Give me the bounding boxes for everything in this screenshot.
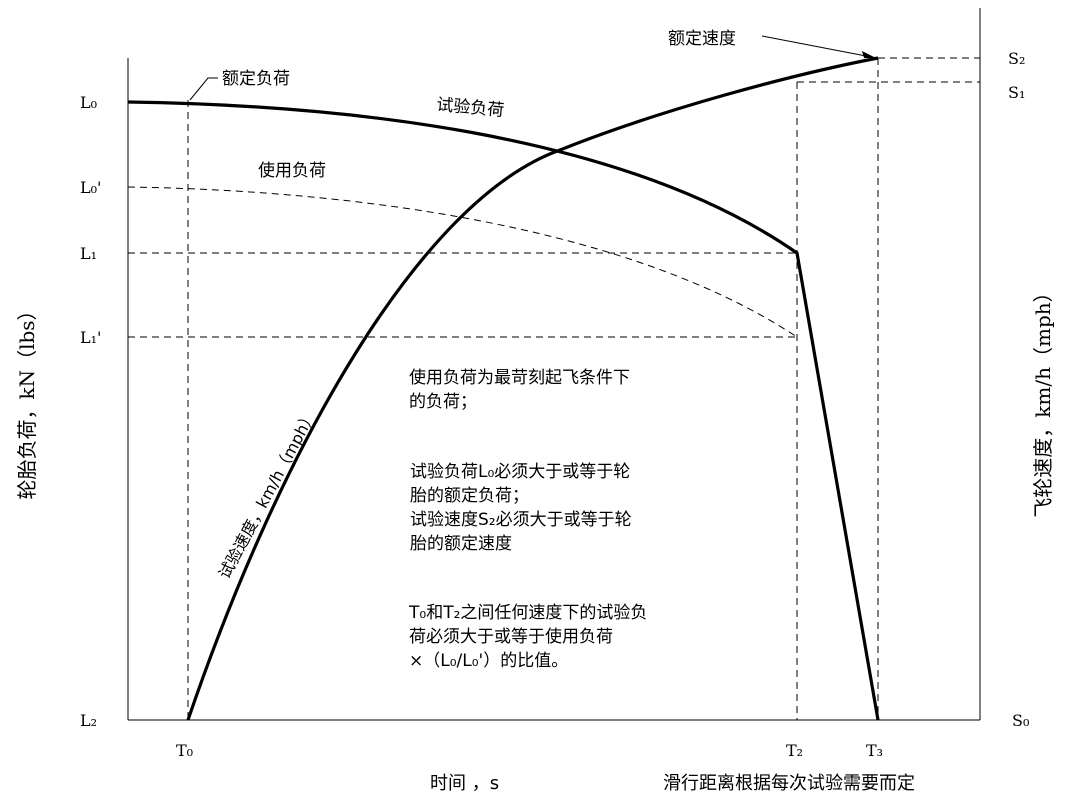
left-axis-title: 轮胎负荷，kN（lbs）: [15, 300, 39, 499]
tick-L0: L₀: [80, 93, 97, 112]
note2-line3: 试验速度S₂必须大于或等于轮: [410, 510, 632, 530]
service-load-curve: [127, 186, 798, 338]
tick-L1-prime: L₁': [80, 328, 101, 347]
tick-T2: T₂: [786, 741, 803, 760]
service-load-label: 使用负荷: [258, 160, 326, 181]
tick-L2: L₂: [80, 711, 97, 730]
test-speed-label: 试验速度，km/h（mph）: [215, 407, 320, 582]
bottom-axis-title: 时间 ，s: [430, 773, 499, 794]
note1-line1: 使用负荷为最苛刻起飞条件下: [409, 368, 630, 388]
note2-line1: 试验负荷L₀必须大于或等于轮: [410, 462, 631, 482]
tick-L0-prime: L₀': [80, 178, 101, 197]
rated-load-label: 额定负荷: [222, 69, 290, 89]
tick-S2: S₂: [1008, 49, 1025, 68]
tick-T3: T₃: [866, 741, 883, 760]
note-load-ratio: T₀和T₂之间任何速度下的试验负 荷必须大于或等于使用负荷 ×（L₀/L₀'）的…: [409, 601, 647, 673]
note3-line1: T₀和T₂之间任何速度下的试验负: [409, 603, 648, 623]
tick-T0: T₀: [176, 741, 193, 760]
rated-speed-label: 额定速度: [668, 29, 736, 49]
rated-speed-arrowhead: [862, 51, 876, 58]
rated-load-leader: [189, 77, 218, 101]
note2-line2: 胎的额定负荷；: [410, 486, 529, 506]
bottom-note: 滑行距离根据每次试验需要而定: [663, 773, 915, 794]
note-test-requirements: 试验负荷L₀必须大于或等于轮 胎的额定负荷； 试验速度S₂必须大于或等于轮 胎的…: [410, 460, 632, 556]
note2-line4: 胎的额定速度: [410, 534, 512, 554]
note-service-load: 使用负荷为最苛刻起飞条件下 的负荷；: [409, 366, 630, 414]
tick-S0: S₀: [1012, 711, 1029, 730]
note3-line2: 荷必须大于或等于使用负荷: [409, 627, 613, 647]
note1-line2: 的负荷；: [409, 392, 477, 412]
test-load-curve: [127, 100, 880, 721]
test-speed-curve: [186, 56, 879, 721]
note3-line3: ×（L₀/L₀'）的比值。: [409, 651, 569, 671]
test-load-label: 试验负荷: [436, 95, 505, 121]
tick-S1: S₁: [1008, 83, 1025, 102]
tick-L1: L₁: [80, 244, 97, 263]
rated-speed-leader: [761, 35, 867, 57]
right-axis-title: 飞轮速度，km/h（mph）: [1031, 282, 1055, 517]
